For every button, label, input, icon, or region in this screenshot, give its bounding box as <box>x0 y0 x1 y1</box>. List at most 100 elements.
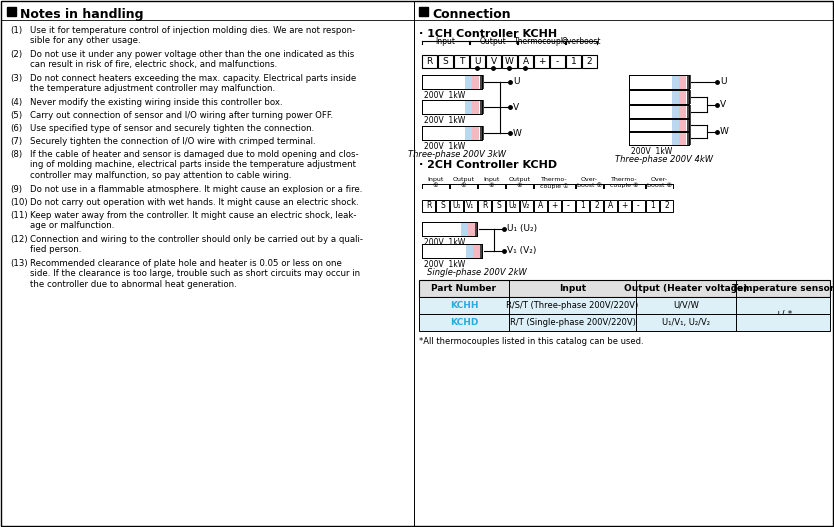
Bar <box>438 55 453 68</box>
Text: Connection: Connection <box>432 8 510 21</box>
Bar <box>450 200 463 212</box>
Bar <box>629 90 689 104</box>
Text: 2: 2 <box>594 201 599 210</box>
Text: T: T <box>459 57 465 66</box>
Text: Part Number: Part Number <box>431 284 496 293</box>
Text: Temperature sensor: Temperature sensor <box>731 284 834 293</box>
Bar <box>470 55 485 68</box>
Text: 1: 1 <box>580 201 585 210</box>
Text: Keep water away from the controller. It might cause an electric shock, leak-
age: Keep water away from the controller. It … <box>30 211 356 230</box>
Text: U₁: U₁ <box>452 201 460 210</box>
Text: Output: Output <box>480 37 507 46</box>
Bar <box>629 118 689 132</box>
Bar <box>480 75 484 89</box>
Text: -: - <box>556 57 559 66</box>
Text: R: R <box>426 57 433 66</box>
Text: 200V  1kW: 200V 1kW <box>631 106 672 115</box>
Text: Input
②: Input ② <box>484 177 500 188</box>
Text: (12): (12) <box>10 235 28 244</box>
Bar <box>646 200 659 212</box>
Text: Notes in handling: Notes in handling <box>20 8 143 21</box>
Text: KCHD: KCHD <box>450 318 478 327</box>
Text: 200V  1kW: 200V 1kW <box>424 91 465 100</box>
Bar <box>422 222 477 236</box>
Bar <box>590 200 603 212</box>
Text: Do not carry out operation with wet hands. It might cause an electric shock.: Do not carry out operation with wet hand… <box>30 198 359 207</box>
Bar <box>566 55 581 68</box>
Bar <box>422 55 437 68</box>
Bar <box>518 55 533 68</box>
Bar <box>465 126 472 140</box>
Bar <box>672 131 679 145</box>
Bar <box>520 200 533 212</box>
Bar <box>419 314 830 331</box>
Text: Output (Heater voltage): Output (Heater voltage) <box>624 284 747 293</box>
Bar <box>486 55 501 68</box>
Bar <box>548 200 561 212</box>
Text: +: + <box>538 57 545 66</box>
Text: (8): (8) <box>10 150 23 159</box>
Text: U: U <box>513 77 520 86</box>
Bar <box>562 200 575 212</box>
Text: V₂: V₂ <box>522 201 530 210</box>
Text: If the cable of heater and sensor is damaged due to mold opening and clos-
ing o: If the cable of heater and sensor is dam… <box>30 150 359 180</box>
Bar <box>419 7 428 16</box>
Text: Three-phase 200V 3kW: Three-phase 200V 3kW <box>408 150 506 159</box>
Text: R/S/T (Three-phase 200V/220V): R/S/T (Three-phase 200V/220V) <box>506 301 639 310</box>
Bar <box>687 118 691 132</box>
Text: V₁ (V₂): V₁ (V₂) <box>507 247 536 256</box>
Text: -: - <box>567 201 570 210</box>
Text: Do not use it under any power voltage other than the one indicated as this
can r: Do not use it under any power voltage ot… <box>30 50 354 70</box>
Text: +: + <box>621 201 628 210</box>
Text: V: V <box>513 102 519 112</box>
Text: A: A <box>522 57 529 66</box>
Bar <box>472 126 479 140</box>
Text: -: - <box>637 201 640 210</box>
Text: U: U <box>475 57 480 66</box>
Text: Do not use in a flammable atmosphere. It might cause an explosion or a fire.: Do not use in a flammable atmosphere. It… <box>30 185 363 194</box>
Bar <box>687 131 691 145</box>
Bar <box>679 75 686 89</box>
Text: 200V  1kW: 200V 1kW <box>631 147 672 156</box>
Text: (13): (13) <box>10 259 28 268</box>
Bar <box>7 7 16 16</box>
Text: Never modify the existing wiring inside this controller box.: Never modify the existing wiring inside … <box>30 98 283 107</box>
Bar <box>465 75 472 89</box>
Text: (4): (4) <box>10 98 23 107</box>
Bar <box>422 75 482 89</box>
Bar <box>679 105 686 119</box>
Bar <box>506 200 519 212</box>
Text: A: A <box>608 201 613 210</box>
Bar <box>422 100 482 114</box>
Text: (11): (11) <box>10 211 28 220</box>
Text: Input: Input <box>559 284 586 293</box>
Text: (9): (9) <box>10 185 22 194</box>
Text: 2: 2 <box>664 201 669 210</box>
Text: 200V  1kW: 200V 1kW <box>424 260 465 269</box>
Bar <box>679 90 686 104</box>
Bar <box>687 75 691 89</box>
Bar <box>629 75 689 89</box>
Text: 200V  1kW: 200V 1kW <box>631 134 672 143</box>
Bar <box>629 105 689 119</box>
Bar <box>422 100 482 114</box>
Text: W: W <box>720 127 729 136</box>
Text: 200V  1kW: 200V 1kW <box>631 91 672 100</box>
Text: Overboost: Overboost <box>562 37 601 46</box>
Bar <box>492 200 505 212</box>
Text: V: V <box>490 57 496 66</box>
Text: Recommended clearance of plate hole and heater is 0.05 or less on one
side. If t: Recommended clearance of plate hole and … <box>30 259 360 289</box>
Text: V: V <box>720 100 726 109</box>
Text: (3): (3) <box>10 74 23 83</box>
Text: (5): (5) <box>10 111 23 120</box>
Text: Use specified type of sensor and securely tighten the connection.: Use specified type of sensor and securel… <box>30 124 314 133</box>
Bar <box>422 75 482 89</box>
Text: *All thermocouples listed in this catalog can be used.: *All thermocouples listed in this catalo… <box>419 337 644 346</box>
Bar <box>502 55 517 68</box>
Bar <box>576 200 589 212</box>
Bar <box>629 105 689 119</box>
Text: Connection and wiring to the controller should only be carried out by a quali-
f: Connection and wiring to the controller … <box>30 235 363 255</box>
Text: 200V  1kW: 200V 1kW <box>424 116 465 125</box>
Text: W: W <box>505 57 514 66</box>
Bar <box>629 118 689 132</box>
